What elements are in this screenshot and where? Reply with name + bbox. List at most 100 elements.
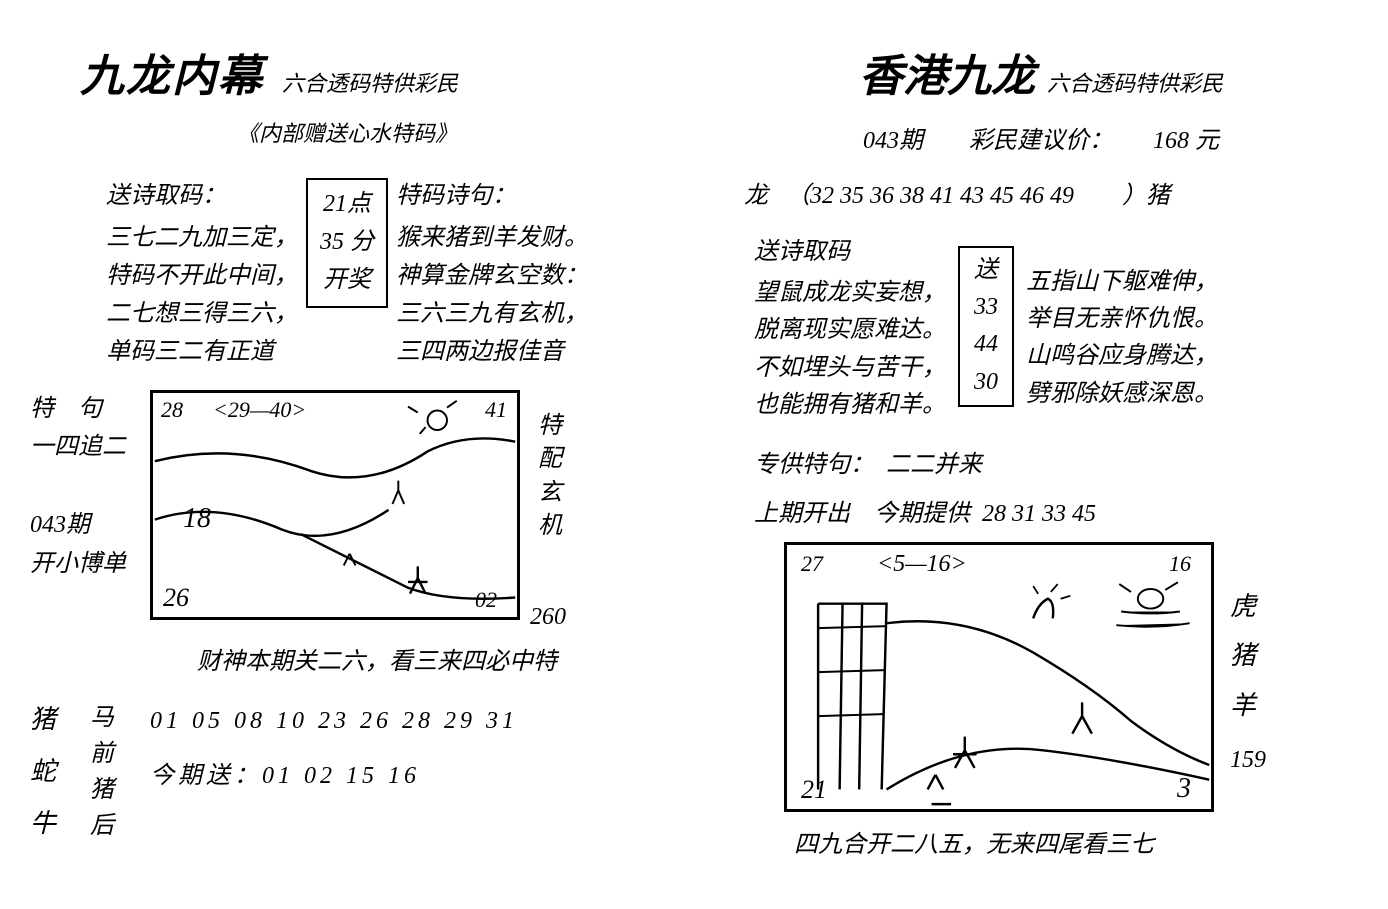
dragon-nums: （32 35 36 38 41 43 45 46 49 ）猪 <box>786 183 1170 209</box>
zodiac: 前 <box>90 736 130 772</box>
price: 168 元 <box>1153 128 1219 154</box>
box-line: 30 <box>974 364 998 401</box>
sketch-label: <29—40> <box>213 397 306 423</box>
sketch-label: 28 <box>161 397 183 423</box>
right-poem-heading: 送诗取码 <box>754 234 946 271</box>
send-numbers: 01 02 15 16 <box>262 763 420 789</box>
sketch-label: 02 <box>475 587 497 613</box>
left-poem2: 特码诗句： 猴来猪到羊发财。 神算金牌玄空数： 三六三九有玄机， 三四两边报佳音 <box>396 178 588 372</box>
poem-line: 猴来猪到羊发财。 <box>396 220 588 258</box>
prev-line: 上期开出 今期提供 28 31 33 45 <box>724 493 1358 528</box>
left-poem1-heading: 送诗取码： <box>106 178 298 216</box>
vert-char: 玄 <box>530 477 570 511</box>
zodiac: 猪 <box>30 694 70 746</box>
right-title: 香港九龙 <box>859 40 1035 104</box>
right-poem2: 五指山下躯难伸， 举目无亲怀仇恨。 山鸣谷应身腾达， 劈邪除妖感深恩。 <box>1026 264 1218 413</box>
left-center-box: 21点 35 分 开奖 <box>306 178 388 308</box>
box-line: 44 <box>974 326 998 363</box>
box-line: 33 <box>974 289 998 326</box>
zodiac-col-1: 猪 蛇 牛 <box>30 694 70 850</box>
left-title: 九龙内幕 <box>80 40 264 104</box>
poem-line: 望鼠成龙实妄想， <box>754 275 946 312</box>
poem-line: 脱离现实愿难达。 <box>754 312 946 349</box>
special-label: 专供特句： <box>754 452 874 478</box>
left-sketch-row: 特 句 一四追二 043期 开小博单 28 <29—40> <box>30 390 664 631</box>
number-row: 01 05 08 10 23 26 28 29 31 <box>150 708 518 734</box>
sketch-label: 26 <box>163 583 189 613</box>
poem-line: 劈邪除妖感深恩。 <box>1026 376 1218 413</box>
numbers-block: 01 05 08 10 23 26 28 29 31 今期送：01 02 15 … <box>150 694 518 850</box>
dragon-label: 龙 <box>744 183 768 209</box>
right-subtitle: 六合透码特供彩民 <box>1047 66 1223 98</box>
left-poems-row: 送诗取码： 三七二九加三定， 特码不开此中间， 二七想三得三六， 单码三二有正道… <box>30 178 664 372</box>
sketch-svg <box>787 545 1211 809</box>
send-label: 今期送： <box>150 763 262 789</box>
sketch-label: 16 <box>1169 551 1191 577</box>
right-num: 260 <box>530 604 570 631</box>
left-caption: 财神本期关二六，看三来四必中特 <box>90 641 664 676</box>
right-title-row: 香港九龙 六合透码特供彩民 <box>724 40 1358 104</box>
issue: 043期 <box>863 128 923 154</box>
poem-line: 举目无亲怀仇恨。 <box>1026 301 1218 338</box>
poem-line: 五指山下躯难伸， <box>1026 264 1218 301</box>
zodiac: 虎 <box>1230 582 1266 631</box>
zodiac-col-2: 马 前 猪 后 <box>90 700 130 850</box>
left-subtitle: 六合透码特供彩民 <box>282 66 458 98</box>
poem-line: 二七想三得三六， <box>106 296 298 334</box>
left-banner: 《内部赠送心水特码》 <box>30 116 664 148</box>
sketch-right-col: 特 配 玄 机 260 <box>530 390 570 631</box>
sketch-label: 41 <box>485 397 507 423</box>
right-info: 043期 彩民建议价： 168 元 <box>724 120 1358 155</box>
sketch-label: 18 <box>183 503 211 535</box>
right-sketch-row: 27 <5—16> 16 21 3 虎 猪 羊 159 <box>724 542 1358 812</box>
poem-line: 山鸣谷应身腾达， <box>1026 338 1218 375</box>
box-line: 开奖 <box>320 262 374 300</box>
poem-line: 三六三九有玄机， <box>396 296 588 334</box>
poem-line: 三四两边报佳音 <box>396 334 588 372</box>
poem-line: 神算金牌玄空数： <box>396 258 588 296</box>
left-poem2-heading: 特码诗句： <box>396 178 588 216</box>
left-poem1: 送诗取码： 三七二九加三定， 特码不开此中间， 二七想三得三六， 单码三二有正道 <box>106 178 298 372</box>
poem-line: 三七二九加三定， <box>106 220 298 258</box>
zodiac: 猪 <box>1230 631 1266 680</box>
poem-line: 不如埋头与苦干， <box>754 350 946 387</box>
zodiac: 羊 <box>1230 681 1266 730</box>
col-line: 043期 <box>30 506 140 544</box>
box-line: 送 <box>974 252 998 289</box>
zodiac: 马 <box>90 700 130 736</box>
left-bottom: 猪 蛇 牛 马 前 猪 后 01 05 08 10 23 26 28 29 31… <box>30 694 664 850</box>
right-sketch-box: 27 <5—16> 16 21 3 <box>784 542 1214 812</box>
dragon-line: 龙 （32 35 36 38 41 43 45 46 49 ）猪 <box>724 175 1358 210</box>
col-line: 开小博单 <box>30 545 140 583</box>
right-panel: 香港九龙 六合透码特供彩民 043期 彩民建议价： 168 元 龙 （32 35 … <box>694 0 1388 909</box>
left-title-row: 九龙内幕 六合透码特供彩民 <box>30 40 664 104</box>
right-caption: 四九合开二八五，无来四尾看三七 <box>724 824 1358 859</box>
zodiac: 牛 <box>30 798 70 850</box>
box-line: 21点 <box>320 186 374 224</box>
col-line: 特 句 <box>30 390 140 428</box>
poem-line: 特码不开此中间， <box>106 258 298 296</box>
right-send-box: 送 33 44 30 <box>958 246 1014 407</box>
current-label: 今期提供 <box>874 501 970 527</box>
box-line: 35 分 <box>320 224 374 262</box>
poem-line: 也能拥有猪和羊。 <box>754 387 946 424</box>
sketch-label: 21 <box>801 775 827 805</box>
col-line: 一四追二 <box>30 428 140 466</box>
right-poem1: 送诗取码 望鼠成龙实妄想， 脱离现实愿难达。 不如埋头与苦干， 也能拥有猪和羊。 <box>754 234 946 424</box>
sketch-label: 27 <box>801 551 823 577</box>
vert-char: 特 <box>530 410 570 444</box>
vert-char: 配 <box>530 443 570 477</box>
sketch-label: 3 <box>1177 773 1191 805</box>
r-right-col: 虎 猪 羊 159 <box>1230 582 1266 784</box>
special-value: 二二并来 <box>886 452 982 478</box>
zodiac: 蛇 <box>30 746 70 798</box>
current-nums: 28 31 33 45 <box>982 501 1096 527</box>
special-line: 专供特句： 二二并来 <box>724 444 1358 479</box>
right-poems-row: 送诗取码 望鼠成龙实妄想， 脱离现实愿难达。 不如埋头与苦干， 也能拥有猪和羊。… <box>724 234 1358 424</box>
price-label: 彩民建议价： <box>969 128 1113 154</box>
left-sketch-box: 28 <29—40> 41 18 26 02 <box>150 390 520 620</box>
vert-char: 机 <box>530 510 570 544</box>
sketch-label: <5—16> <box>877 551 967 578</box>
right-num: 159 <box>1230 738 1266 784</box>
prev-label: 上期开出 <box>754 501 850 527</box>
